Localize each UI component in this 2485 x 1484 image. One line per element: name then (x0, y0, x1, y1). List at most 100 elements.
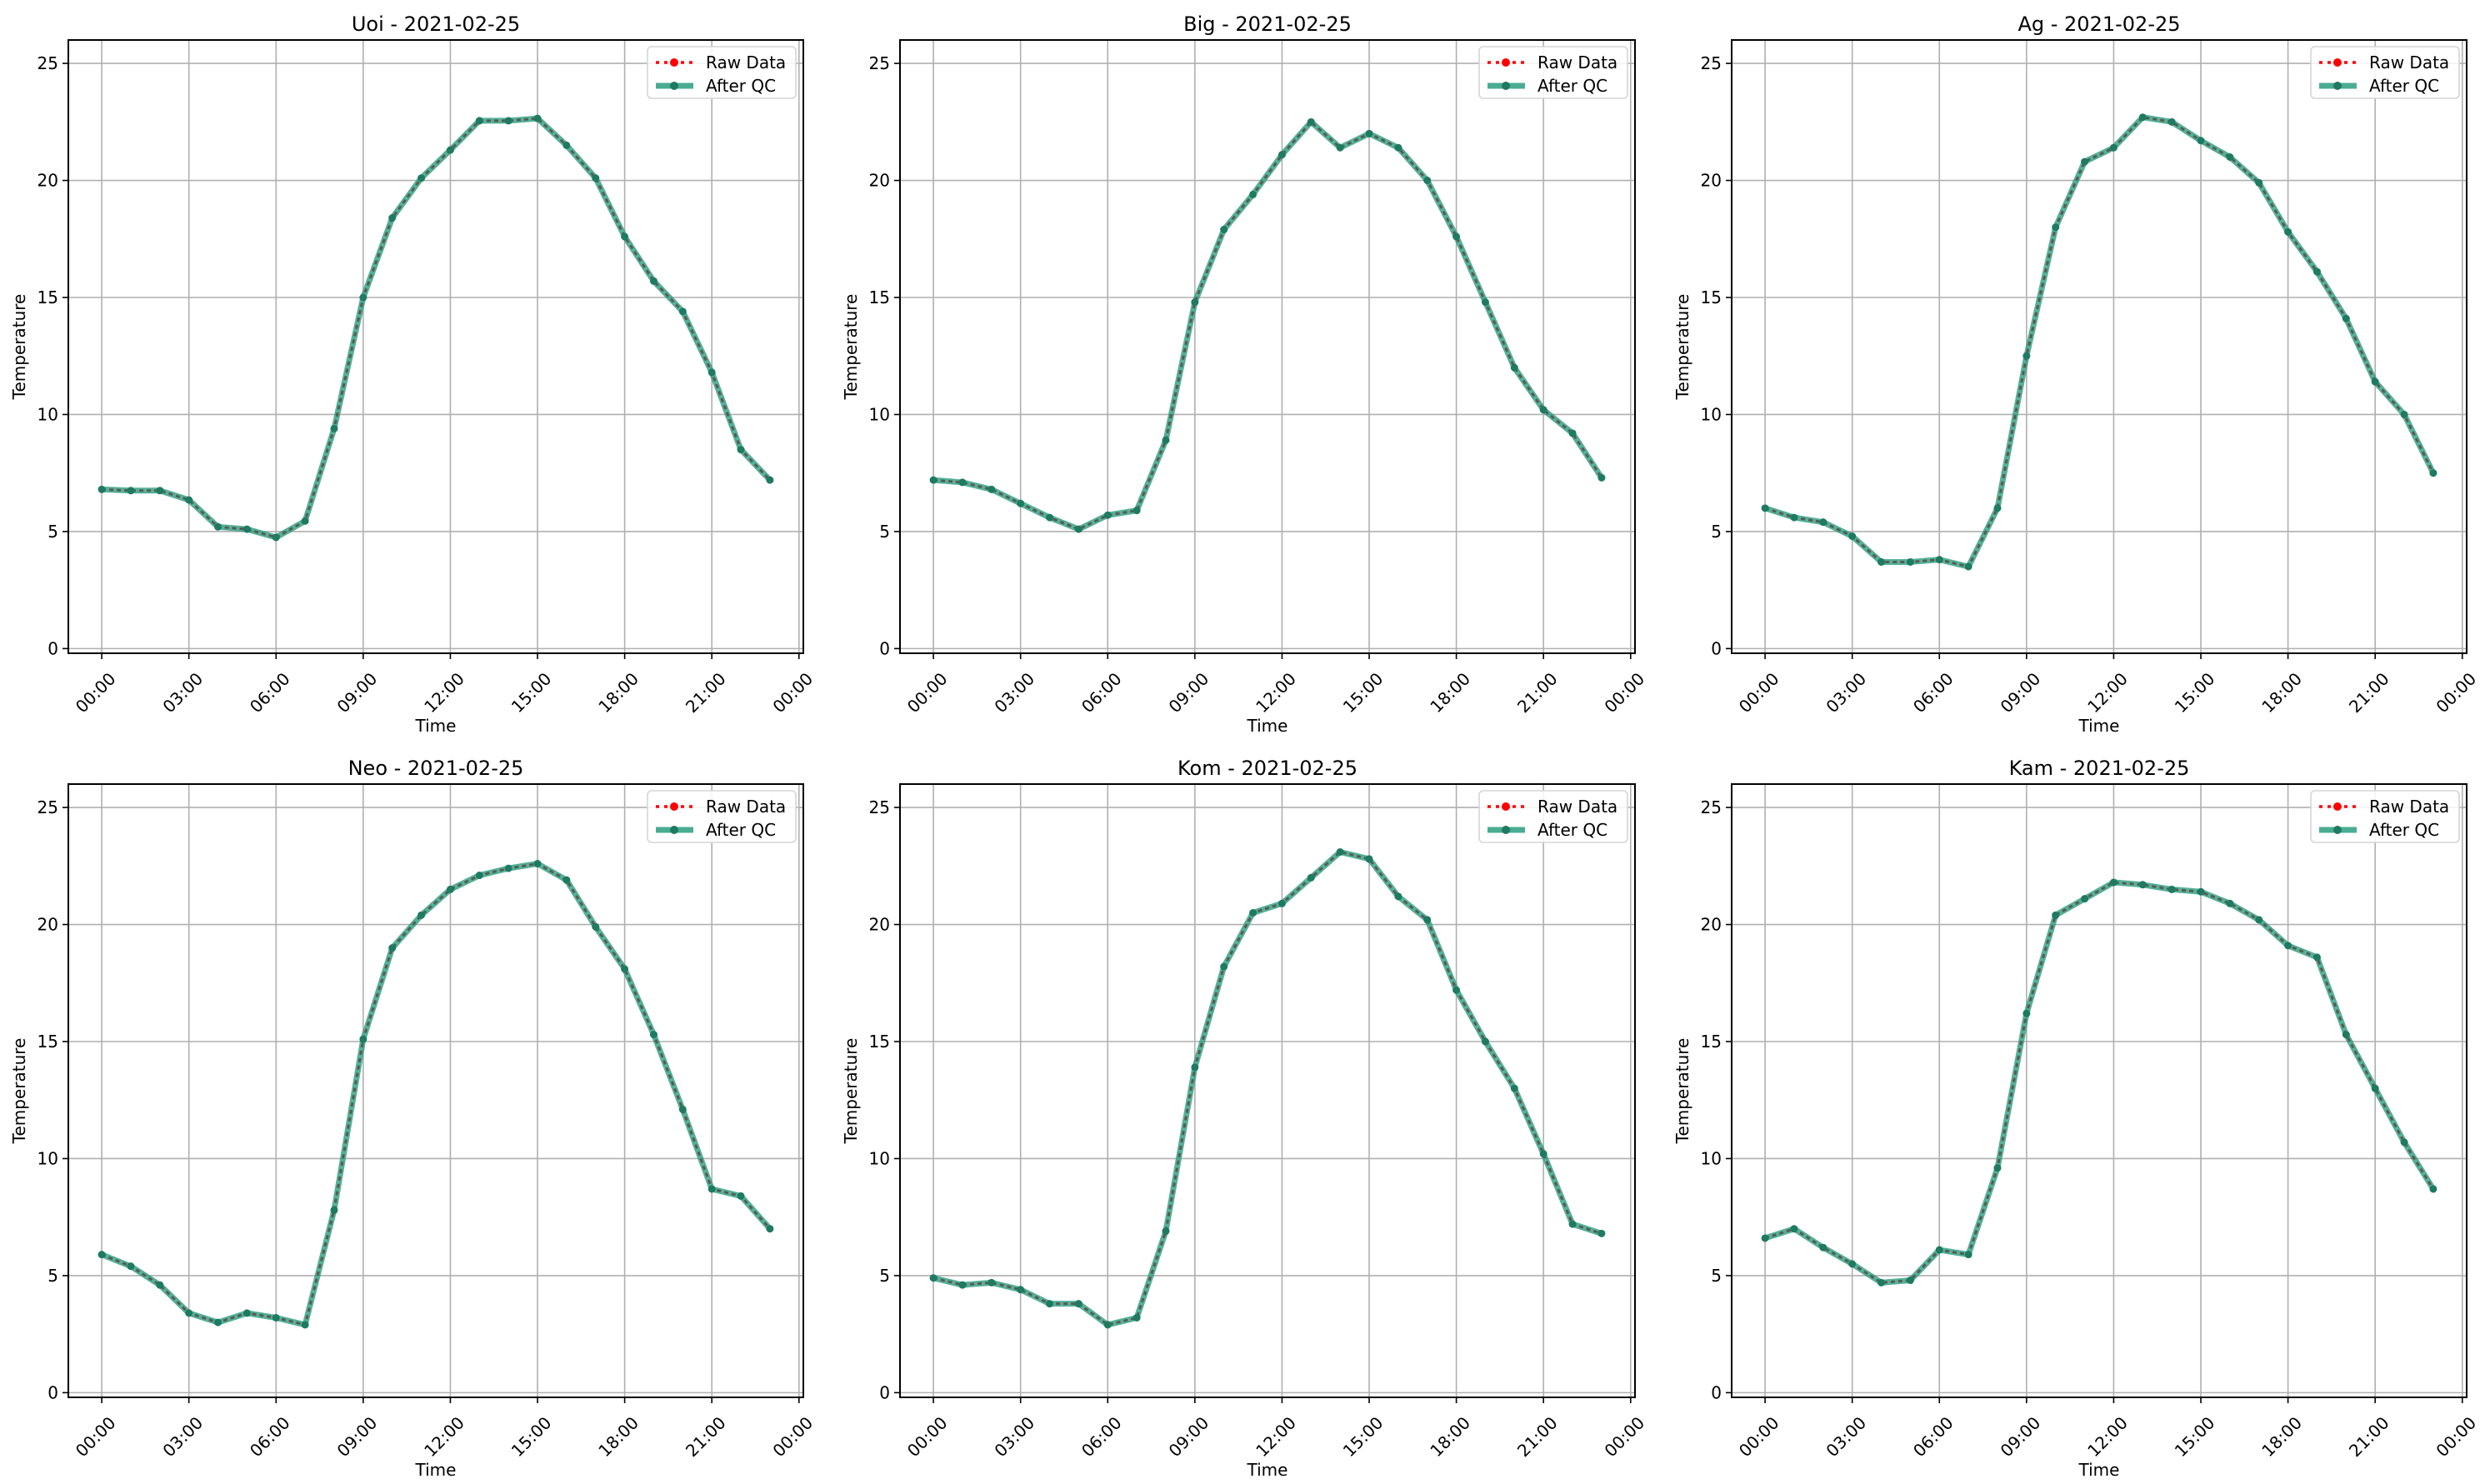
after-qc-point (242, 1309, 251, 1317)
x-tick-label: 18:00 (1426, 1412, 1474, 1461)
after-qc-point (621, 965, 629, 973)
x-tick-label: 15:00 (1339, 668, 1388, 717)
after-qc-point (1220, 962, 1228, 971)
y-tick-label: 25 (1701, 53, 1722, 73)
after-qc-legend-marker (2333, 82, 2342, 90)
after-qc-line (1764, 879, 2436, 1286)
after-qc-point (127, 1262, 135, 1271)
after-qc-point (1103, 511, 1112, 519)
y-axis-label: Temperature (1672, 294, 1692, 401)
x-tick-label: 00:00 (768, 668, 817, 717)
x-tick-label: 00:00 (1600, 668, 1648, 717)
after-qc-point (1790, 513, 1798, 522)
after-qc-point (2168, 885, 2176, 893)
after-qc-point (1132, 507, 1141, 515)
x-tick-label: 18:00 (2258, 1412, 2306, 1461)
x-tick-label: 09:00 (1165, 1412, 1213, 1461)
after-qc-point (185, 1309, 193, 1317)
raw-data-legend-label: Raw Data (706, 797, 786, 817)
after-qc-point (388, 213, 397, 222)
x-tick-label: 09:00 (1165, 668, 1213, 717)
x-tick-label: 00:00 (903, 1412, 952, 1461)
after-qc-point (1761, 504, 1769, 512)
axes-frame (1731, 39, 2468, 654)
x-axis-label: Time (2078, 716, 2120, 736)
after-qc-point (1365, 129, 1373, 137)
after-qc-point (301, 517, 309, 525)
y-tick-label: 0 (879, 638, 890, 658)
after-qc-point (1878, 557, 1886, 566)
after-qc-line (932, 118, 1604, 532)
after-qc-point (766, 1225, 774, 1233)
y-axis-label: Temperature (9, 1038, 29, 1145)
after-qc-point (1848, 532, 1857, 541)
after-qc-point (214, 522, 222, 531)
after-qc-point (1191, 298, 1199, 307)
y-tick-label: 5 (48, 522, 58, 542)
subplot-title: Neo - 2021-02-25 (348, 757, 524, 780)
after-qc-point (1394, 892, 1402, 901)
x-tick-label: 00:00 (903, 668, 952, 717)
after-qc-point (185, 496, 193, 504)
after-qc-point (1539, 406, 1548, 414)
after-qc-point (2371, 1084, 2379, 1092)
raw-data-line (102, 117, 771, 539)
x-tick-label: 00:00 (1735, 668, 1783, 717)
after-qc-point (1220, 226, 1228, 234)
after-qc-legend-marker (2333, 826, 2342, 834)
subplot-uoi: 00:00 03:00 06:00 09:00 12:00 15:00 18:00 21:00… (9, 12, 817, 736)
after-qc-point (1481, 1037, 1489, 1046)
x-tick-label: 18:00 (594, 668, 642, 717)
y-tick-label: 25 (1701, 797, 1722, 817)
after-qc-point (737, 446, 745, 454)
x-tick-label: 12:00 (1252, 668, 1300, 717)
x-tick-label: 00:00 (2432, 668, 2480, 717)
after-qc-point (649, 277, 658, 285)
after-qc-point (1394, 143, 1402, 152)
after-qc-point (2109, 878, 2118, 887)
after-qc-point (1249, 909, 1258, 917)
after-qc-point (533, 114, 542, 122)
y-tick-label: 15 (869, 1032, 890, 1052)
after-qc-legend-marker (1502, 82, 1510, 90)
raw-data-legend-label: Raw Data (706, 52, 786, 72)
after-qc-point (156, 487, 164, 495)
after-qc-point (1935, 556, 1943, 564)
after-qc-point (988, 1278, 996, 1287)
after-qc-point (737, 1192, 745, 1200)
after-qc-point (1365, 855, 1373, 863)
after-qc-point (2284, 942, 2292, 950)
x-tick-label: 09:00 (1997, 1412, 2045, 1461)
after-qc-point (592, 922, 600, 931)
after-qc-point (2312, 953, 2321, 962)
subplot-title: Uoi - 2021-02-25 (352, 12, 520, 36)
after-qc-point (418, 174, 426, 182)
x-tick-label: 03:00 (990, 668, 1038, 717)
after-qc-point (475, 872, 483, 880)
x-tick-label: 03:00 (1822, 1412, 1870, 1461)
after-qc-point (1878, 1278, 1886, 1287)
axes-frame (68, 783, 804, 1398)
after-qc-point (929, 476, 938, 484)
after-qc-point (649, 1031, 658, 1039)
after-qc-point (1074, 525, 1082, 533)
raw-data-line (1764, 881, 2435, 1284)
axes-frame (899, 783, 1636, 1398)
after-qc-point (1790, 1225, 1798, 1233)
after-qc-point (766, 476, 774, 484)
after-qc-point (1278, 151, 1286, 159)
after-qc-point (1132, 1313, 1141, 1322)
after-qc-point (1906, 557, 1914, 566)
y-axis-label: Temperature (841, 1038, 861, 1145)
after-qc-point (504, 864, 512, 872)
y-tick-label: 20 (1701, 171, 1722, 191)
after-qc-point (388, 944, 397, 952)
legend: Raw Data After QC (2310, 790, 2460, 843)
after-qc-point (621, 232, 629, 241)
legend: Raw Data After QC (647, 790, 797, 843)
after-qc-point (678, 307, 687, 316)
after-qc-point (1481, 298, 1489, 307)
legend: Raw Data After QC (1478, 46, 1628, 99)
x-tick-label: 21:00 (2345, 668, 2393, 717)
after-qc-line (1764, 114, 2437, 570)
